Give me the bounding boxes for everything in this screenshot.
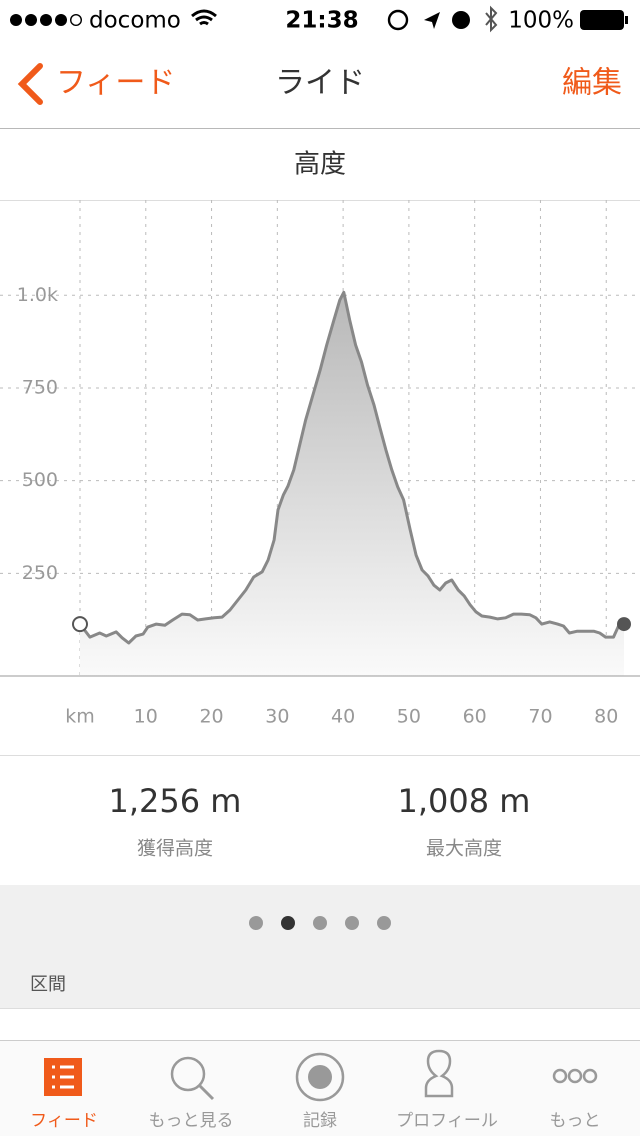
- stat-value: 1,256 m: [109, 782, 242, 820]
- end-marker: [617, 617, 631, 632]
- edit-button[interactable]: 編集: [562, 66, 622, 101]
- start-marker: [72, 616, 88, 633]
- x-tick-label: 10: [134, 706, 158, 728]
- record-icon[interactable]: [295, 1052, 345, 1102]
- bluetooth-icon: [485, 5, 498, 33]
- battery-icon: [580, 10, 624, 30]
- profile-icon[interactable]: [424, 1049, 454, 1098]
- divider: [0, 1040, 640, 1041]
- wifi-icon: [191, 9, 217, 26]
- page-dot[interactable]: [313, 916, 327, 930]
- location-icon: [424, 12, 440, 29]
- tab-label[interactable]: もっと見る: [149, 1111, 234, 1131]
- page-dot[interactable]: [377, 916, 391, 930]
- x-tick-label: 70: [528, 706, 552, 728]
- y-tick-label: 750: [22, 376, 58, 398]
- x-axis-label: km: [65, 706, 95, 728]
- divider: [0, 755, 640, 756]
- tab-label[interactable]: もっと: [550, 1111, 601, 1131]
- y-tick-label: 1.0k: [17, 284, 58, 306]
- tab-label[interactable]: 記録: [303, 1111, 337, 1131]
- back-button[interactable]: フィード: [56, 66, 175, 101]
- more-icon[interactable]: [552, 1068, 598, 1084]
- x-tick-label: 20: [199, 706, 223, 728]
- x-tick-label: 50: [397, 706, 421, 728]
- status-bar: docomo 21:38 100%: [10, 5, 628, 34]
- search-handle: [198, 1084, 215, 1101]
- tab-bar: フィード もっと見る 記録 プロフィール もっと: [0, 1040, 640, 1136]
- page-dot[interactable]: [345, 916, 359, 930]
- stat-label: 獲得高度: [137, 838, 213, 860]
- y-tick-label: 250: [22, 562, 58, 584]
- x-tick-label: 30: [265, 706, 289, 728]
- page-dots: [249, 916, 391, 930]
- signal: [10, 13, 82, 27]
- tab-label[interactable]: フィード: [30, 1111, 98, 1131]
- nav-title: ライド: [275, 66, 365, 101]
- pager-area: [0, 885, 640, 1009]
- feed-icon-lines: [52, 1065, 74, 1089]
- x-tick-label: 60: [463, 706, 487, 728]
- divider: [0, 200, 640, 201]
- segments-title: 区間: [30, 974, 66, 995]
- time: 21:38: [285, 8, 358, 34]
- divider: [0, 1008, 640, 1009]
- stat-value: 1,008 m: [398, 782, 531, 820]
- divider: [0, 128, 640, 129]
- x-tick-label: 80: [594, 706, 618, 728]
- section-title: 高度: [294, 150, 346, 180]
- tab-label[interactable]: プロフィール: [396, 1111, 498, 1131]
- nav-bar: フィード ライド 編集: [0, 63, 640, 129]
- page-dot[interactable]: [249, 916, 263, 930]
- carrier: docomo: [89, 8, 181, 34]
- back-chevron[interactable]: [17, 63, 43, 105]
- record-dot: [308, 1065, 332, 1089]
- elevation-chart: 250 500 750 1.0k km 10 20 30 40 50 60 70 80: [0, 200, 640, 728]
- battery-text: 100%: [508, 8, 574, 34]
- alarm-icon: [452, 11, 470, 29]
- elevation-line: [78, 290, 624, 645]
- stat-label: 最大高度: [426, 838, 502, 860]
- elevation-area: [80, 292, 624, 676]
- search-icon[interactable]: [170, 1056, 206, 1092]
- page-dot-active[interactable]: [281, 916, 295, 930]
- battery-tip: [625, 16, 628, 24]
- y-tick-label: 500: [22, 469, 58, 491]
- x-tick-label: 40: [331, 706, 355, 728]
- lock-icon: [387, 9, 409, 31]
